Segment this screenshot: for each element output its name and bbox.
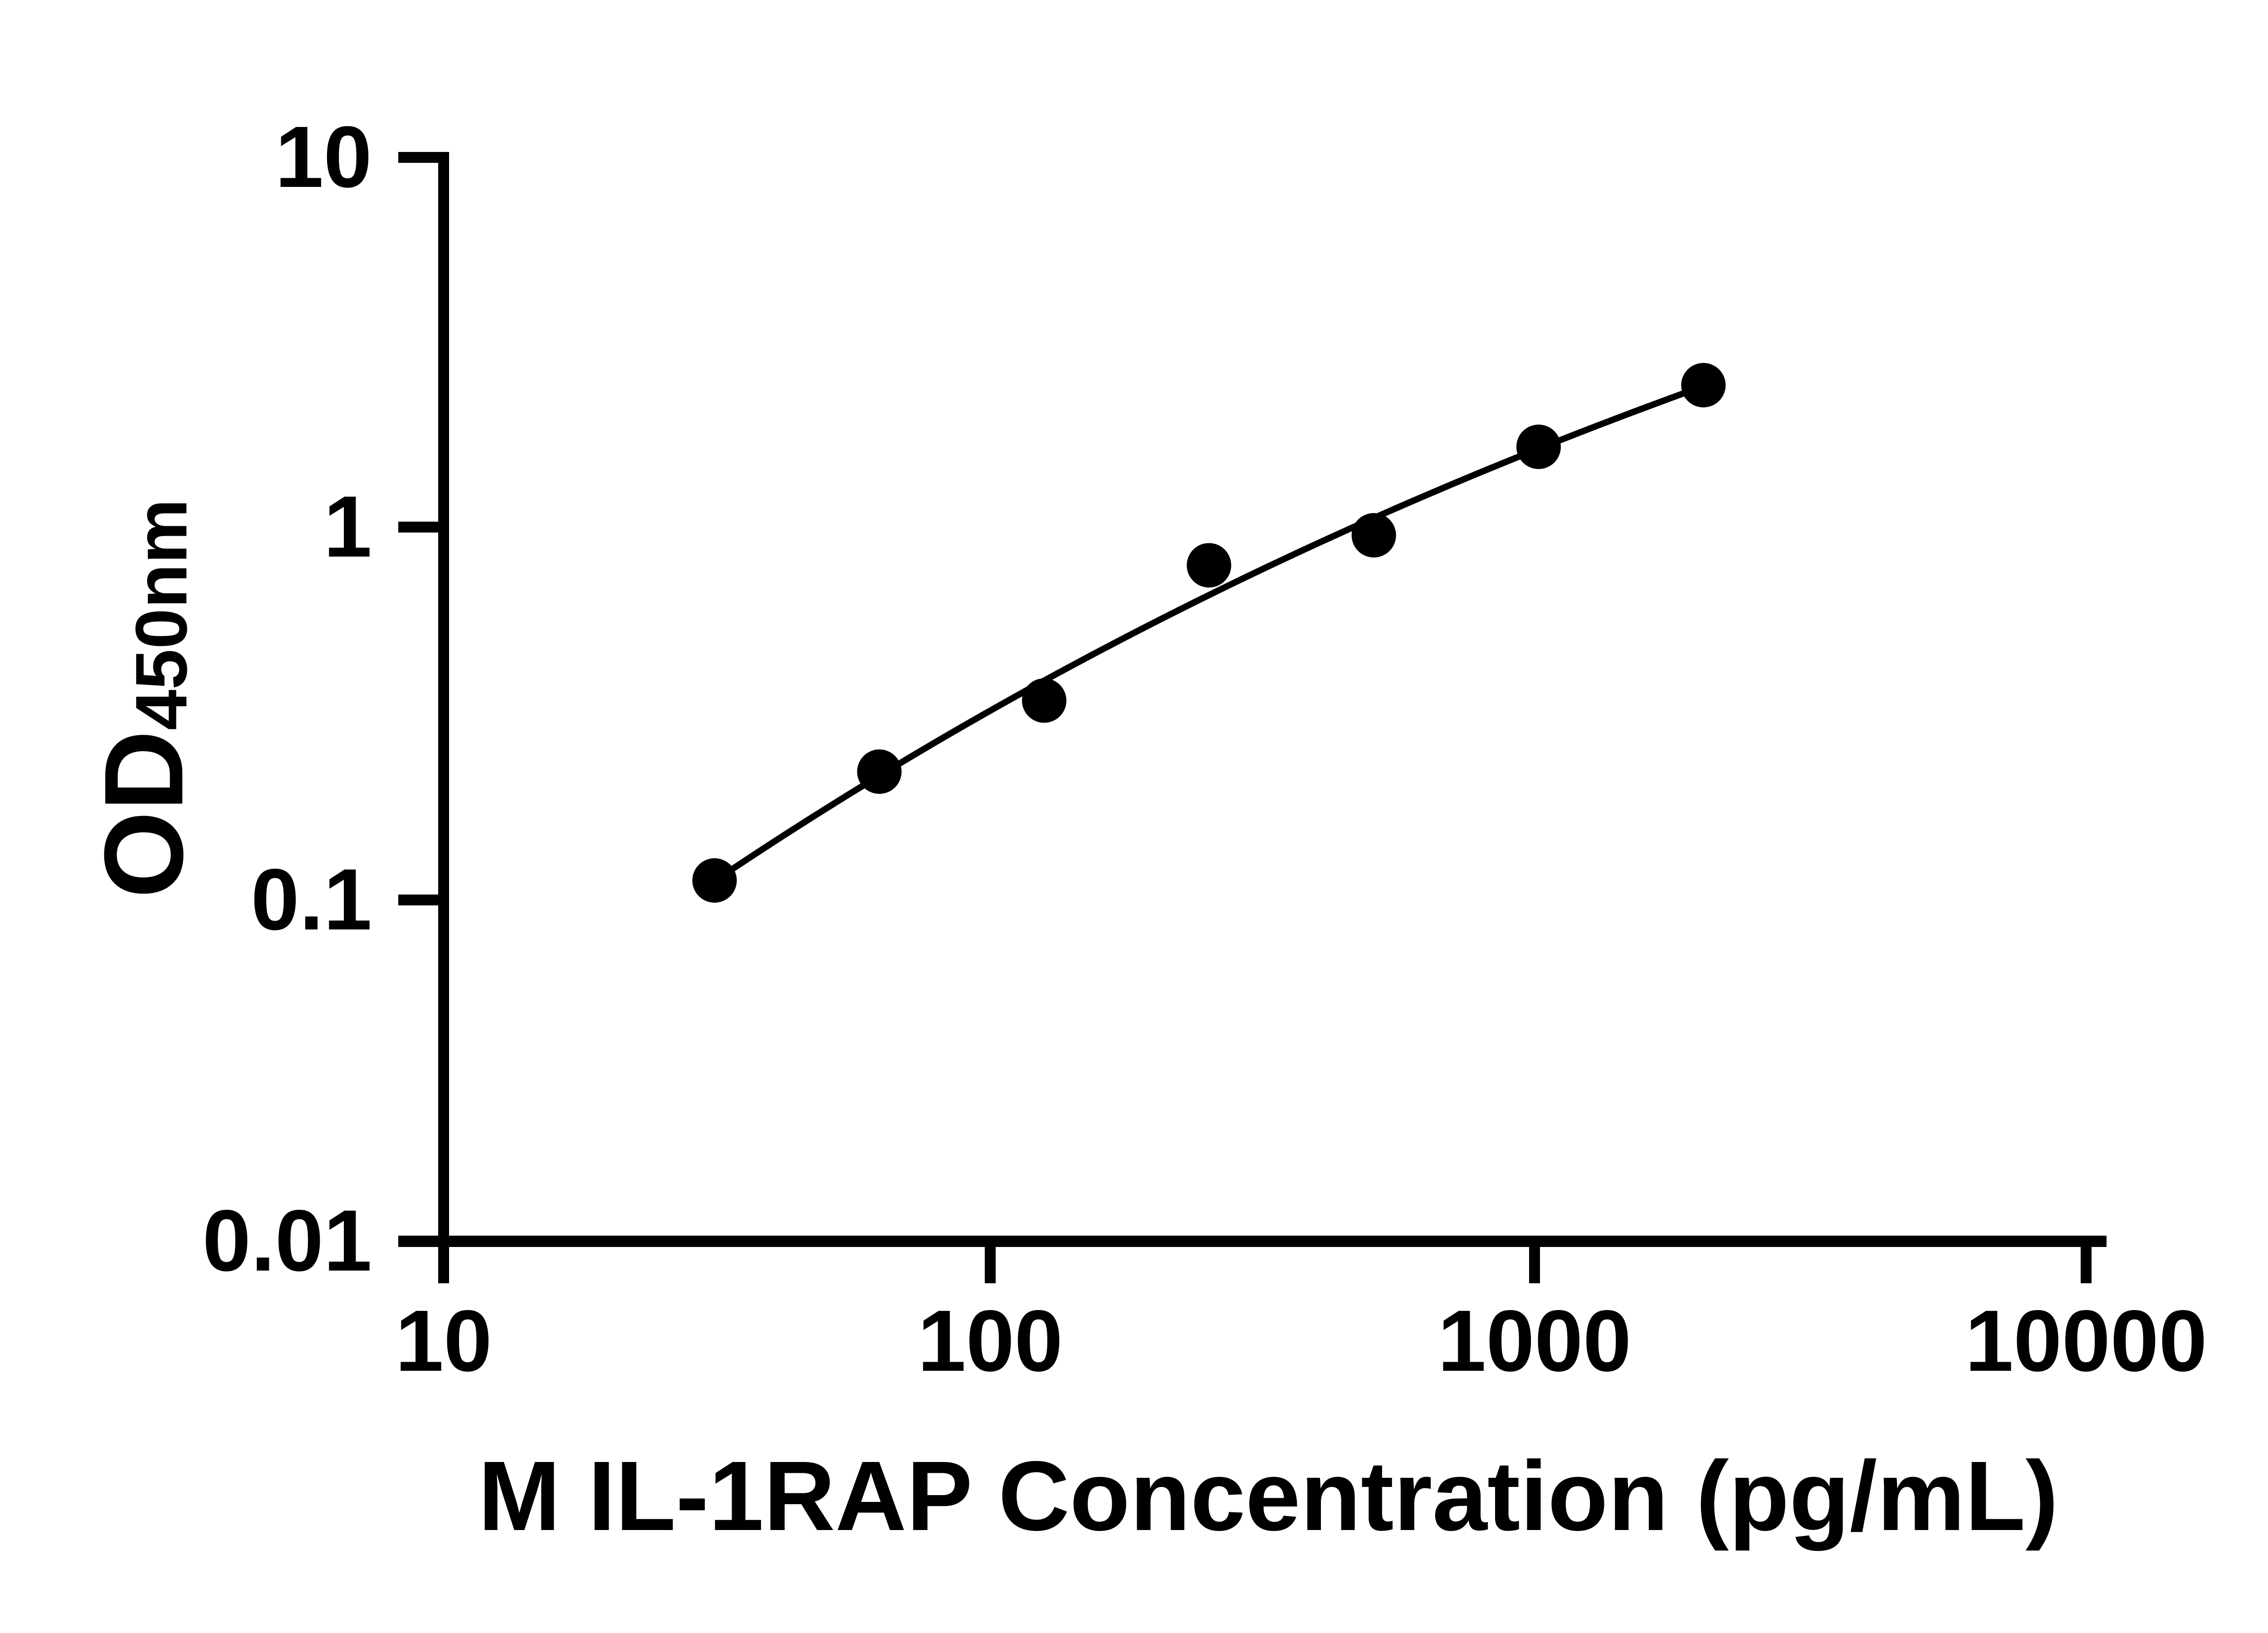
svg-text:10000: 10000 [1965,1292,2207,1389]
svg-text:10: 10 [395,1292,492,1389]
svg-text:0.1: 0.1 [251,851,372,948]
svg-text:100: 100 [918,1292,1063,1389]
svg-text:M IL-1RAP Concentration (pg/mL: M IL-1RAP Concentration (pg/mL) [478,1441,2058,1551]
svg-text:0.01: 0.01 [202,1192,372,1289]
svg-text:1: 1 [323,478,372,575]
svg-text:10: 10 [275,108,372,205]
svg-text:1000: 1000 [1437,1292,1631,1389]
